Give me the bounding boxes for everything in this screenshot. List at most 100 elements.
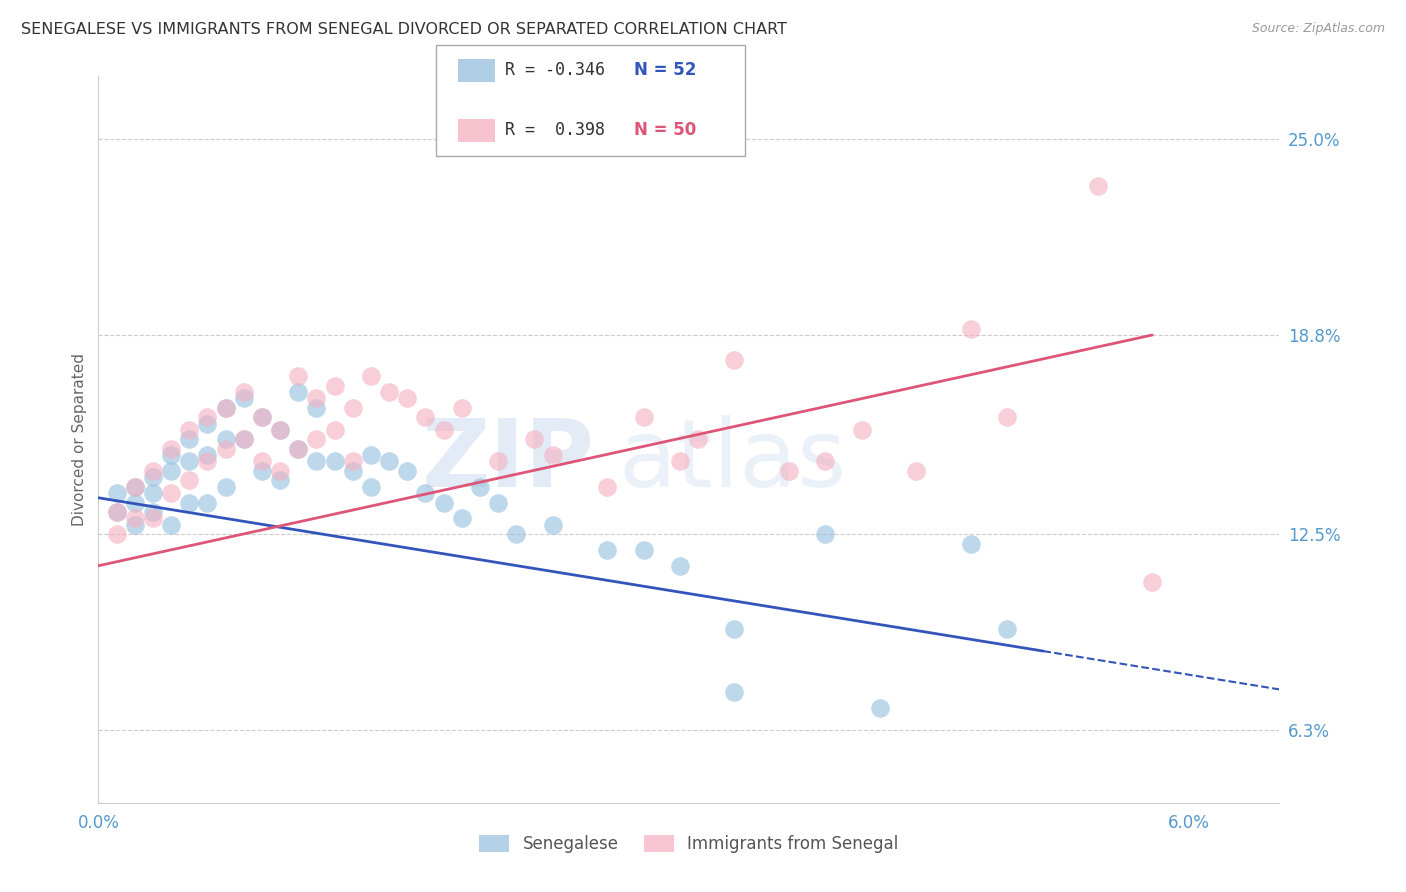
Point (179, 432, 201, 446)
Point (232, 391, 254, 405)
Point (124, 480, 146, 494)
Point (433, 423, 456, 437)
Point (433, 495, 456, 509)
Point (305, 401, 328, 415)
Point (814, 527, 837, 541)
Point (214, 401, 236, 415)
Point (995, 622, 1018, 636)
Point (142, 486, 165, 500)
Text: Source: ZipAtlas.com: Source: ZipAtlas.com (1251, 22, 1385, 36)
Point (250, 454, 273, 468)
Point (959, 536, 981, 550)
Point (197, 495, 219, 509)
Point (596, 543, 619, 558)
Point (305, 432, 328, 446)
Point (633, 410, 655, 425)
Point (250, 410, 273, 425)
Point (505, 527, 527, 541)
Point (124, 511, 146, 525)
Point (179, 474, 201, 488)
Point (214, 401, 236, 415)
Point (541, 517, 564, 532)
Point (142, 470, 165, 484)
Text: R =  0.398: R = 0.398 (505, 121, 605, 139)
Point (323, 454, 346, 468)
Point (197, 417, 219, 431)
Point (342, 401, 364, 415)
Point (197, 410, 219, 425)
Point (269, 423, 291, 437)
Point (105, 505, 128, 519)
Point (269, 423, 291, 437)
Point (450, 511, 472, 525)
Point (250, 464, 273, 478)
Point (232, 384, 254, 399)
Point (160, 442, 183, 456)
Point (633, 543, 655, 558)
Point (415, 410, 437, 425)
Point (523, 432, 546, 446)
Point (287, 442, 309, 456)
Point (287, 442, 309, 456)
Point (269, 474, 291, 488)
Point (323, 378, 346, 392)
Text: atlas: atlas (619, 415, 846, 508)
Point (686, 432, 709, 446)
Point (250, 410, 273, 425)
Point (360, 369, 382, 384)
Point (160, 517, 183, 532)
Point (105, 527, 128, 541)
Point (396, 464, 419, 478)
Point (179, 423, 201, 437)
Point (124, 480, 146, 494)
Point (197, 448, 219, 462)
Point (450, 401, 472, 415)
Point (360, 448, 382, 462)
Point (124, 495, 146, 509)
Point (232, 432, 254, 446)
Point (160, 448, 183, 462)
Legend: Senegalese, Immigrants from Senegal: Senegalese, Immigrants from Senegal (472, 829, 905, 860)
Point (415, 486, 437, 500)
Point (814, 454, 837, 468)
Point (232, 432, 254, 446)
Point (323, 423, 346, 437)
Point (723, 685, 745, 699)
Point (468, 480, 491, 494)
Point (669, 454, 692, 468)
Point (669, 558, 692, 573)
Point (723, 353, 745, 368)
Point (214, 432, 236, 446)
Text: R = -0.346: R = -0.346 (505, 62, 605, 79)
Point (142, 505, 165, 519)
Point (995, 410, 1018, 425)
Point (287, 384, 309, 399)
Point (305, 391, 328, 405)
Point (1142, 574, 1164, 589)
Point (869, 701, 891, 715)
Point (342, 464, 364, 478)
Point (851, 423, 873, 437)
Point (378, 454, 401, 468)
Point (179, 454, 201, 468)
Point (396, 391, 419, 405)
Point (179, 495, 201, 509)
Point (1087, 179, 1109, 194)
Point (541, 448, 564, 462)
Point (596, 480, 619, 494)
Point (142, 464, 165, 478)
Text: N = 52: N = 52 (634, 62, 696, 79)
Point (360, 480, 382, 494)
Point (160, 464, 183, 478)
Point (124, 517, 146, 532)
Point (778, 464, 800, 478)
Point (486, 454, 509, 468)
Point (105, 486, 128, 500)
Point (214, 442, 236, 456)
Point (160, 486, 183, 500)
Point (105, 505, 128, 519)
Point (342, 454, 364, 468)
Point (378, 384, 401, 399)
Point (305, 454, 328, 468)
Text: ZIP: ZIP (422, 415, 595, 508)
